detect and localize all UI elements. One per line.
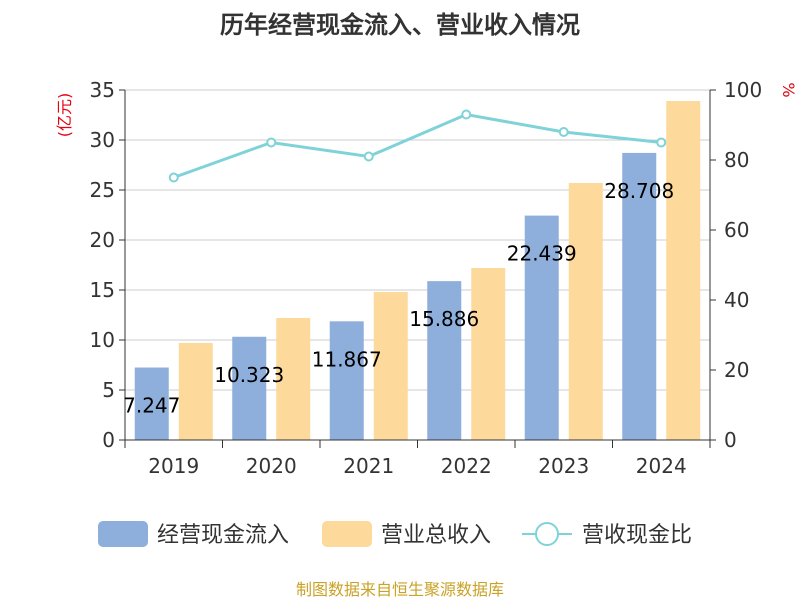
bars <box>134 101 701 441</box>
x-tick-label: 2023 <box>538 454 589 478</box>
right-tick-label: 80 <box>724 148 749 172</box>
left-tick-label: 30 <box>90 128 115 152</box>
bar-cash-inflow <box>329 321 364 440</box>
chart-title: 历年经营现金流入、营业收入情况 <box>220 11 580 39</box>
legend-swatch <box>98 521 148 547</box>
bar-total-revenue <box>666 101 701 440</box>
ratio-point <box>168 172 179 183</box>
left-tick-label: 10 <box>90 328 115 352</box>
ratio-point <box>656 137 667 148</box>
x-tick-label: 2019 <box>148 454 199 478</box>
left-tick-label: 35 <box>90 78 115 102</box>
bar-cash-inflow <box>427 281 462 440</box>
bar-value-label: 10.323 <box>214 363 284 387</box>
ratio-line <box>168 109 667 183</box>
ratio-point <box>266 137 277 148</box>
x-tick-label: 2022 <box>441 454 492 478</box>
bar-total-revenue <box>471 268 506 440</box>
grid-lines <box>125 89 710 391</box>
x-tick-label: 2024 <box>636 454 687 478</box>
bar-cash-inflow <box>134 367 169 440</box>
bar-total-revenue <box>178 343 213 440</box>
bar-value-label: 22.439 <box>507 242 577 266</box>
legend-label: 营收现金比 <box>582 523 692 548</box>
legend-marker <box>535 522 559 546</box>
left-axis-ticks: 0 5 10 15 20 25 30 35 <box>90 78 126 452</box>
bar-value-label: 11.867 <box>312 347 382 371</box>
bar-cash-inflow <box>232 336 267 440</box>
legend: 经营现金流入 营业总收入 营收现金比 <box>98 521 692 548</box>
bar-labels: 7.247 10.323 11.867 15.886 22.439 28.708 <box>123 179 674 418</box>
bar-cash-inflow <box>622 152 657 441</box>
right-axis-ticks: 0 20 40 60 80 100 <box>709 78 762 452</box>
ratio-point <box>363 151 374 162</box>
left-tick-label: 20 <box>90 228 115 252</box>
bar-total-revenue <box>373 292 408 440</box>
legend-label: 经营现金流入 <box>157 523 289 548</box>
bar-value-label: 28.708 <box>604 179 674 203</box>
x-tick-label: 2020 <box>246 454 297 478</box>
right-tick-label: 40 <box>724 288 749 312</box>
bar-cash-inflow <box>524 215 559 440</box>
bar-total-revenue <box>568 183 603 440</box>
right-tick-label: 0 <box>724 428 737 452</box>
bar-value-label: 7.247 <box>123 394 180 418</box>
left-axis-unit: (亿元) <box>55 93 74 138</box>
source-note: 制图数据来自恒生聚源数据库 <box>296 580 504 599</box>
left-tick-label: 25 <box>90 178 115 202</box>
right-tick-label: 60 <box>724 218 749 242</box>
bar-total-revenue <box>276 318 311 440</box>
bar-value-label: 15.886 <box>409 307 479 331</box>
right-axis-unit: % <box>779 82 798 97</box>
right-tick-label: 20 <box>724 358 749 382</box>
left-tick-label: 5 <box>102 378 115 402</box>
legend-label: 营业总收入 <box>381 523 491 548</box>
x-tick-label: 2021 <box>343 454 394 478</box>
ratio-point <box>558 127 569 137</box>
ratio-line-path <box>173 112 662 179</box>
right-tick-label: 100 <box>724 78 762 102</box>
ratio-point <box>461 109 472 120</box>
legend-swatch <box>322 521 372 547</box>
left-tick-label: 15 <box>90 278 115 302</box>
x-axis: 2019 2020 2021 2022 2023 2024 <box>124 439 711 478</box>
left-tick-label: 0 <box>102 428 115 452</box>
